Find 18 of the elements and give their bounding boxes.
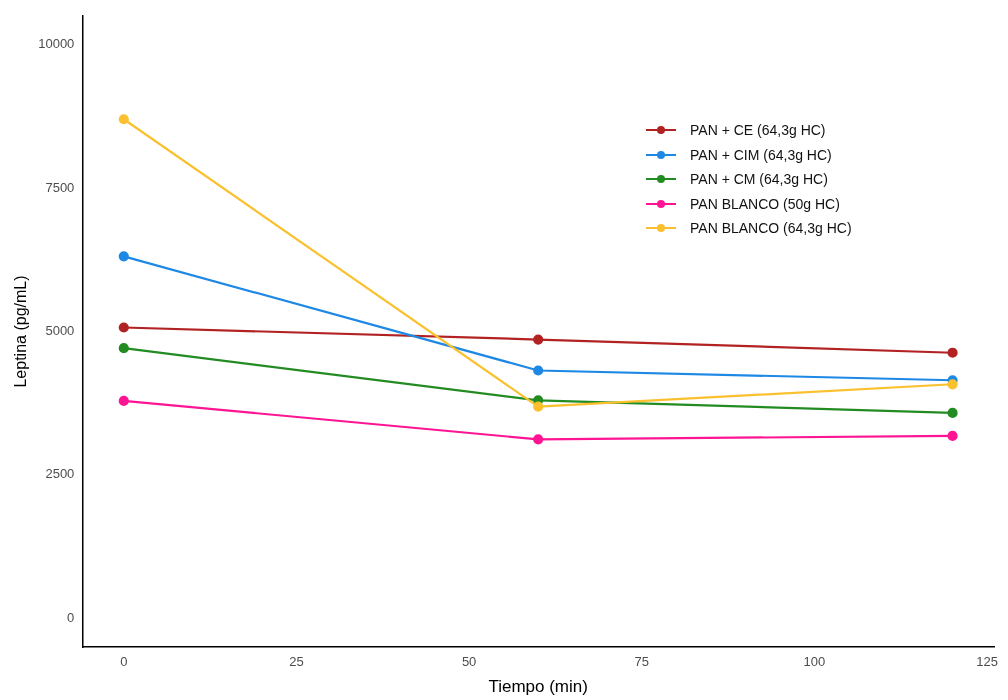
x-tick-label: 125 bbox=[976, 654, 998, 670]
legend-label: PAN BLANCO (64,3g HC) bbox=[690, 220, 852, 237]
y-axis-title: Leptina (pg/mL) bbox=[12, 275, 30, 388]
y-tick-label: 10000 bbox=[38, 36, 75, 52]
legend-label: PAN + CE (64,3g HC) bbox=[690, 122, 826, 139]
x-tick-label: 25 bbox=[289, 654, 304, 670]
legend-label: PAN + CIM (64,3g HC) bbox=[690, 146, 832, 163]
x-tick-label: 100 bbox=[803, 654, 826, 670]
y-tick-label: 7500 bbox=[45, 179, 75, 195]
x-axis-title: Tiempo (min) bbox=[488, 677, 588, 697]
x-tick-label: 0 bbox=[120, 654, 128, 670]
x-tick-label: 50 bbox=[461, 654, 477, 670]
x-tick-label: 75 bbox=[634, 654, 650, 670]
y-tick-label: 2500 bbox=[45, 466, 75, 482]
y-tick-label: 5000 bbox=[45, 323, 75, 339]
legend-label: PAN + CM (64,3g HC) bbox=[690, 171, 828, 188]
legend-label: PAN BLANCO (50g HC) bbox=[690, 195, 840, 212]
y-tick-label: 0 bbox=[67, 609, 75, 625]
